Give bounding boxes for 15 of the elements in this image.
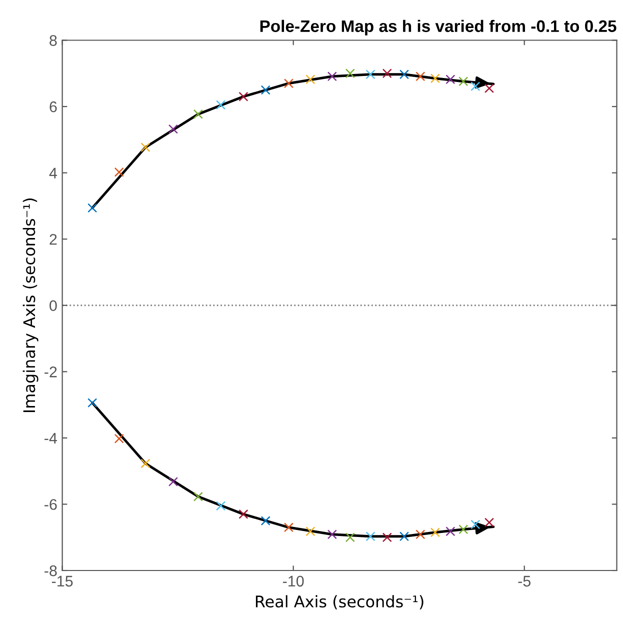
x-tick-label: -5 [518, 576, 531, 587]
x-axis-title: Real Axis (seconds⁻¹) [256, 595, 424, 610]
x-tick-label: -10 [282, 576, 304, 587]
y-tick-label: -2 [44, 366, 57, 378]
y-tick-label: -6 [44, 499, 57, 510]
chart-title: Pole-Zero Map as h is varied from -0.1 to 0.25 [260, 20, 616, 36]
y-tick-label: 8 [50, 35, 57, 46]
y-tick-label: -8 [44, 565, 57, 576]
y-tick-label: 4 [49, 168, 57, 178]
y-tick-label: -4 [44, 432, 57, 444]
y-tick-label: 0 [50, 300, 57, 312]
y-tick-label: 6 [50, 101, 57, 112]
x-tick-label: -15 [52, 576, 73, 587]
y-axis-title: Imaginary Axis (seconds⁻¹) [22, 198, 38, 412]
y-tick-label: 2 [50, 234, 57, 245]
